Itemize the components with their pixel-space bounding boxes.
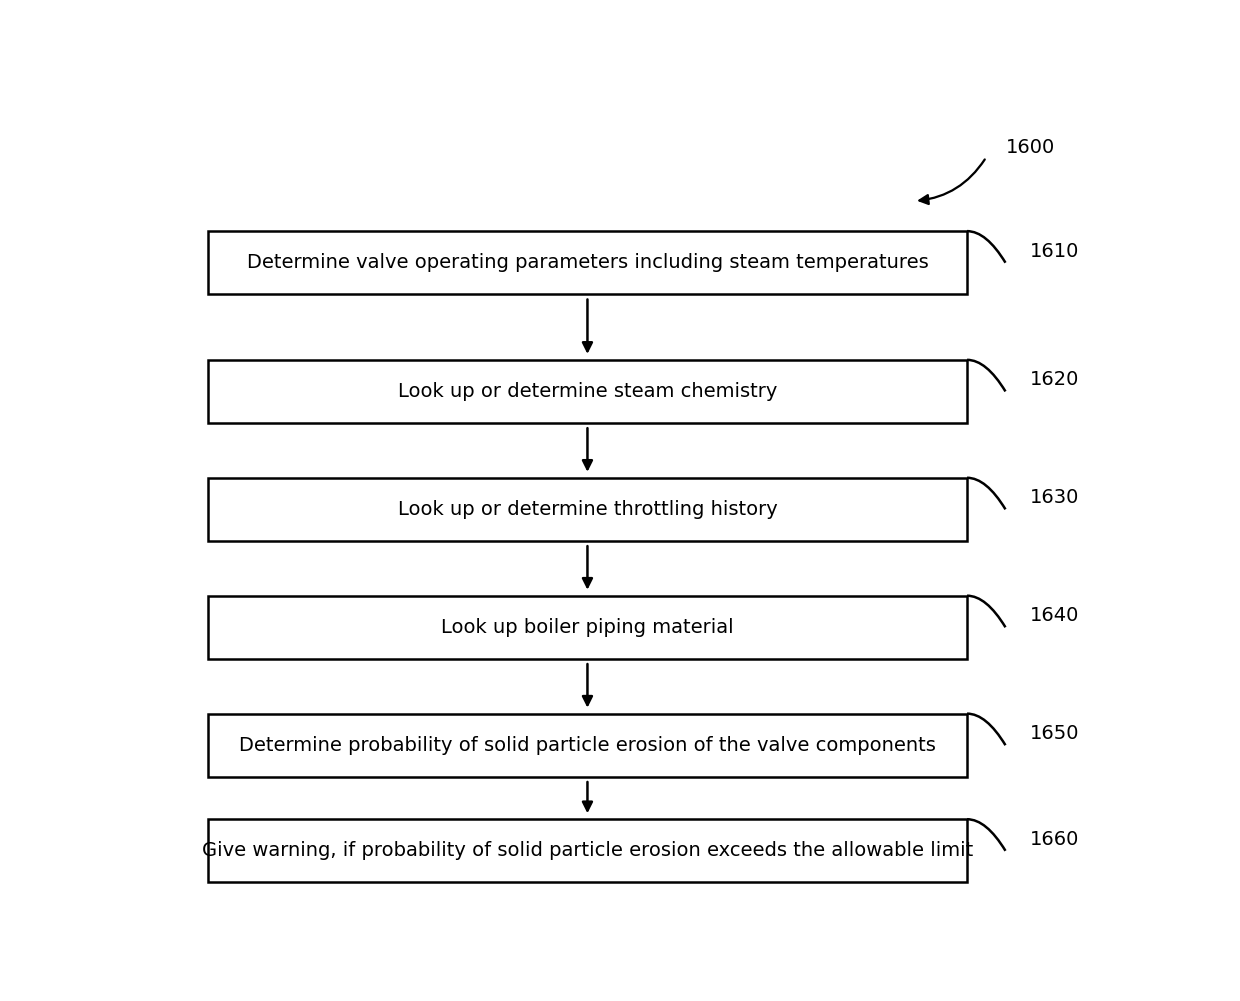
Bar [208,477,967,541]
Bar [208,714,967,777]
Text: 1640: 1640 [1029,607,1079,626]
Bar [208,819,967,883]
Text: Give warning, if probability of solid particle erosion exceeds the allowable lim: Give warning, if probability of solid pa… [202,841,973,860]
Text: 1620: 1620 [1029,370,1079,389]
Text: Determine valve operating parameters including steam temperatures: Determine valve operating parameters inc… [247,253,929,272]
Text: Look up or determine steam chemistry: Look up or determine steam chemistry [398,382,777,401]
Text: Look up boiler piping material: Look up boiler piping material [441,618,734,637]
Text: 1610: 1610 [1029,241,1079,260]
Text: Look up or determine throttling history: Look up or determine throttling history [398,499,777,519]
Text: 1600: 1600 [1006,137,1055,156]
Text: 1650: 1650 [1029,724,1079,743]
Text: 1630: 1630 [1029,488,1079,508]
Bar [208,596,967,659]
Bar [208,359,967,423]
Text: Determine probability of solid particle erosion of the valve components: Determine probability of solid particle … [239,736,936,755]
Bar [208,231,967,294]
Text: 1660: 1660 [1029,830,1079,849]
